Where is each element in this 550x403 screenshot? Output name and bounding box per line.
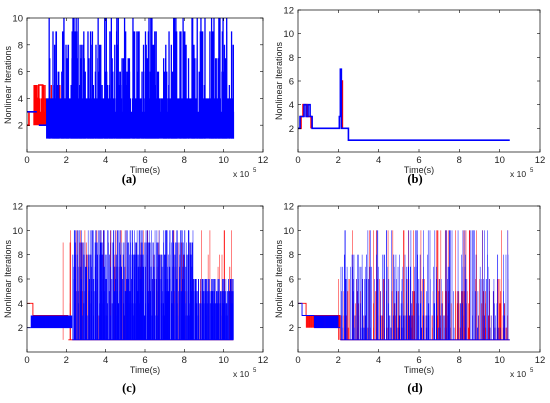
- y-axis-label-a: Nonlinear Iterations: [3, 45, 13, 124]
- spikes-c-1: [72, 230, 234, 340]
- x-tick-label-d-2: 2: [336, 355, 341, 366]
- series-blue-c: [27, 230, 234, 341]
- y-tick-label-c-8: 8: [18, 250, 23, 261]
- band-c-1: [30, 315, 73, 328]
- y-tick-label-d-12: 12: [283, 202, 294, 213]
- plot-area-c: [27, 230, 234, 341]
- y-tick-label-b-6: 6: [289, 77, 294, 88]
- x-axis-label-a: Time(s): [130, 165, 160, 175]
- x-tick-label-b-2: 2: [336, 155, 341, 166]
- y-tick-label-d-8: 8: [289, 250, 294, 261]
- x-tick-label-a-8: 8: [182, 155, 187, 166]
- axes-box-b: [297, 9, 541, 153]
- y-tick-label-b-12: 12: [283, 6, 294, 17]
- x-multiplier-c: x 10: [233, 369, 249, 379]
- panel-caption-c: (c): [122, 381, 136, 395]
- x-tick-label-d-8: 8: [457, 355, 462, 366]
- y-tick-label-b-10: 10: [283, 29, 294, 40]
- y-axis-label-d: Nonlinear Iterations: [274, 239, 284, 318]
- x-axis-label-d: Time(s): [404, 365, 434, 375]
- x-tick-label-b-0: 0: [295, 155, 300, 166]
- x-tick-label-d-10: 10: [494, 355, 505, 366]
- x-multiplier-exponent-d: 5: [530, 368, 534, 374]
- x-axis-label-c: Time(s): [130, 365, 160, 375]
- x-tick-label-a-2: 2: [64, 155, 69, 166]
- y-tick-label-d-6: 6: [289, 275, 294, 286]
- y-tick-label-c-4: 4: [18, 299, 23, 310]
- x-tick-label-c-8: 8: [182, 355, 187, 366]
- x-tick-label-d-0: 0: [295, 355, 300, 366]
- x-tick-label-b-4: 4: [376, 155, 381, 166]
- x-tick-label-c-10: 10: [218, 355, 229, 366]
- panel-d: 0 2 4 6 8 10 12 2 4 6 8 10 12 Time(s) x 10 5 Nonlinear I…: [274, 202, 545, 396]
- x-tick-label-a-12: 12: [258, 155, 269, 166]
- y-tick-label-a-10: 10: [12, 14, 23, 25]
- series-blue-a: [27, 18, 235, 139]
- x-tick-label-c-12: 12: [258, 355, 269, 366]
- x-tick-label-a-0: 0: [24, 155, 29, 166]
- spikes-a-1: [48, 18, 234, 139]
- y-tick-label-c-12: 12: [12, 202, 23, 213]
- x-tick-label-c-4: 4: [103, 355, 108, 366]
- panel-a: 0 2 4 6 8 10 12 2 4 6 8 10 Time(s) x 10 5 Nonlinear Ite…: [3, 14, 268, 187]
- x-tick-label-d-12: 12: [535, 355, 546, 366]
- plot-area-b: [298, 68, 510, 141]
- x-tick-label-a-6: 6: [142, 155, 147, 166]
- x-multiplier-exponent-c: 5: [253, 368, 257, 374]
- x-tick-label-c-2: 2: [64, 355, 69, 366]
- band-d-1: [313, 315, 339, 328]
- x-multiplier-d: x 10: [510, 369, 526, 379]
- y-tick-label-b-8: 8: [289, 53, 294, 64]
- x-tick-label-c-0: 0: [24, 355, 29, 366]
- x-tick-label-d-4: 4: [376, 355, 381, 366]
- panel-caption-a: (a): [122, 172, 137, 186]
- x-multiplier-a: x 10: [233, 169, 249, 179]
- x-tick-label-c-6: 6: [142, 355, 147, 366]
- y-tick-label-a-8: 8: [18, 40, 23, 51]
- x-tick-label-a-10: 10: [218, 155, 229, 166]
- line-c-0-0: [27, 302, 69, 316]
- x-tick-label-b-12: 12: [535, 155, 546, 166]
- y-axis-label-b: Nonlinear Iterations: [274, 41, 284, 120]
- x-tick-label-b-8: 8: [457, 155, 462, 166]
- y-tick-label-d-2: 2: [289, 323, 294, 334]
- x-multiplier-exponent-b: 5: [530, 168, 534, 174]
- y-tick-label-b-4: 4: [289, 100, 294, 111]
- y-tick-label-c-6: 6: [18, 275, 23, 286]
- line-b-1-0: [298, 68, 510, 141]
- y-tick-label-b-2: 2: [289, 124, 294, 135]
- x-tick-label-b-10: 10: [494, 155, 505, 166]
- panel-caption-b: (b): [407, 172, 422, 186]
- x-tick-label-b-6: 6: [416, 155, 421, 166]
- y-tick-label-a-2: 2: [18, 121, 23, 132]
- panel-caption-d: (d): [407, 381, 422, 395]
- y-tick-label-d-10: 10: [283, 226, 294, 237]
- y-tick-label-a-4: 4: [18, 94, 23, 105]
- y-tick-label-d-4: 4: [289, 299, 294, 310]
- y-tick-label-c-2: 2: [18, 323, 23, 334]
- plot-area-d: [298, 230, 510, 341]
- line-d-0-0: [298, 302, 341, 316]
- x-axis-label-b: Time(s): [404, 165, 434, 175]
- line-a-0-1: [34, 84, 44, 100]
- x-tick-label-a-4: 4: [103, 155, 108, 166]
- panel-b: 0 2 4 6 8 10 12 2 4 6 8 10 12 Time(s) x 10 5 Nonlinear I…: [274, 6, 545, 187]
- spikes-d-1: [340, 230, 509, 340]
- x-tick-label-d-6: 6: [416, 355, 421, 366]
- series-blue-b: [298, 68, 510, 141]
- panel-c: 0 2 4 6 8 10 12 2 4 6 8 10 12 Time(s) x 10 5 Nonlinear I…: [3, 202, 268, 396]
- y-tick-label-a-6: 6: [18, 67, 23, 78]
- y-tick-label-c-10: 10: [12, 226, 23, 237]
- y-axis-label-c: Nonlinear Iterations: [3, 239, 13, 318]
- plot-area-a: [27, 18, 235, 139]
- x-multiplier-b: x 10: [510, 169, 526, 179]
- x-multiplier-exponent-a: 5: [253, 168, 257, 174]
